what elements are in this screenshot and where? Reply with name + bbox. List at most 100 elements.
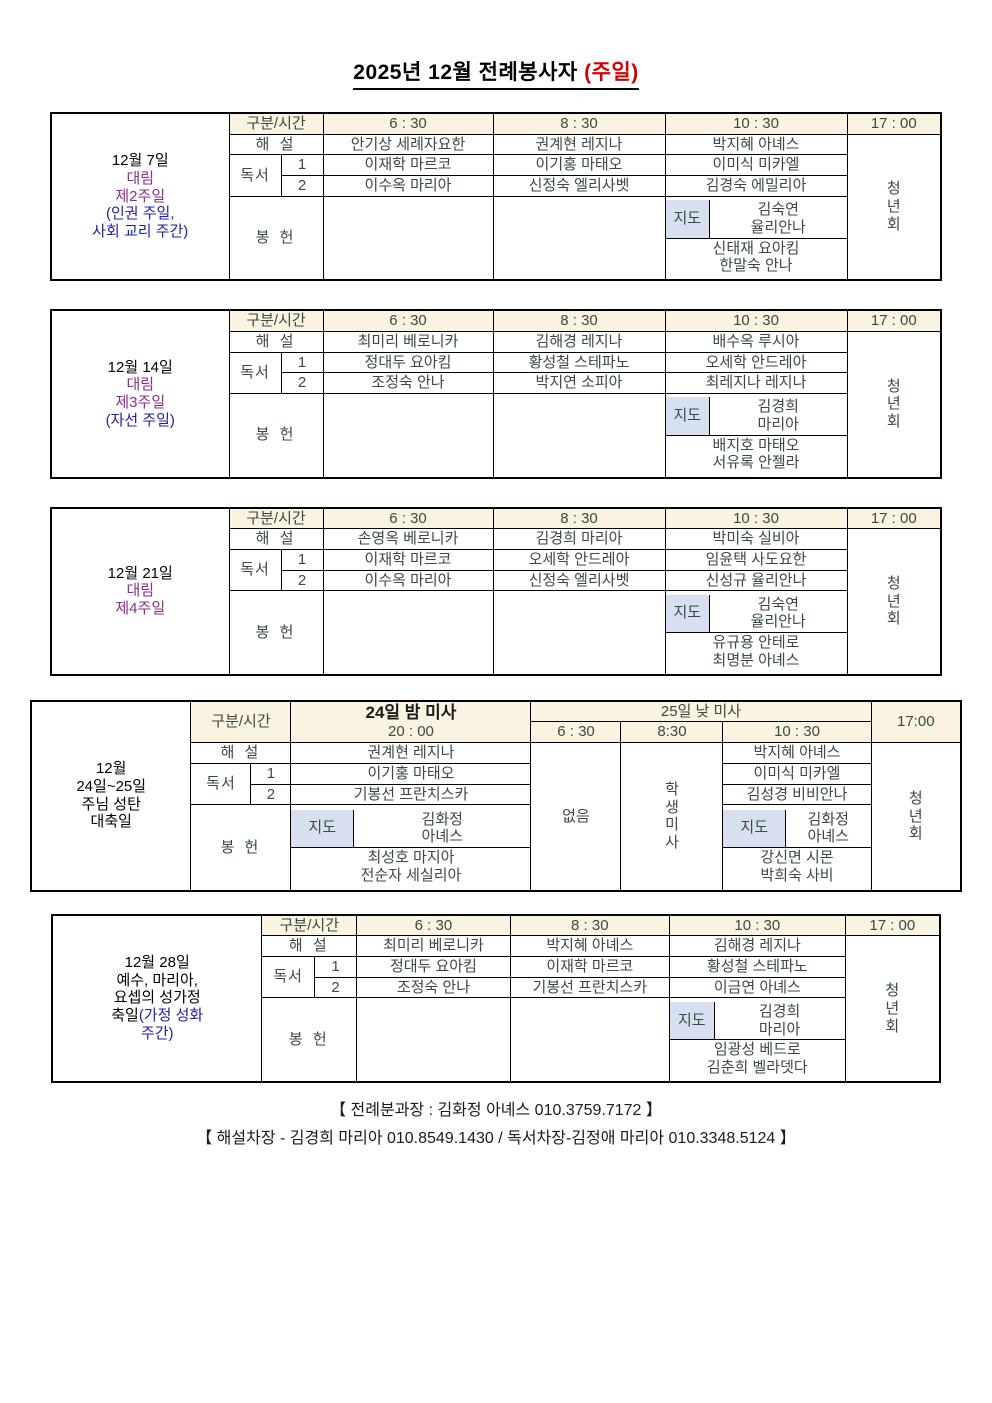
time-header-1700: 17 : 00	[844, 914, 941, 937]
day-line-4: (인권 주일,	[105, 205, 175, 223]
cell-reading1-830: 이재학 마르코	[509, 956, 671, 978]
table-row: 독서 1 이기홍 마태오 이미식 미카엘	[31, 762, 961, 806]
cell-offertory-extra-names: 유규용 안테로 최명분 아녜스	[666, 633, 846, 671]
student-line-3: 미	[665, 816, 679, 834]
cell-commentary-830: 김해경 레지나	[492, 330, 666, 353]
cell-offertory-630	[322, 393, 494, 478]
table-row: 봉 헌 지도 김숙연 율리안나 유규용 안테로	[51, 590, 941, 676]
cell-offertory-night-extra-names: 최성호 마지아 전순자 세실리아	[292, 847, 530, 885]
time-header-630: 6 : 30	[322, 506, 494, 530]
day-title-cell: 12월 24일~25일 주님 성탄 대축일	[30, 700, 192, 892]
row-label-offertory: 봉 헌	[228, 590, 324, 676]
column-header-label: 구분/시간	[228, 309, 324, 332]
cell-reading1-630: 정대두 요아킴	[322, 351, 494, 374]
guide-name-line-1: 김경희	[757, 398, 799, 416]
guide-name-line-2: 마리아	[758, 1020, 801, 1038]
cell-offertory-1030: 지도 김경희 마리아 임광성 베드로 김춘희 벨라뎃다	[669, 997, 846, 1083]
guide-name-line-2: 마리아	[757, 416, 799, 434]
day-line-2: 24일~25일	[76, 778, 147, 796]
time-header-1700: 17 : 00	[846, 506, 942, 530]
cell-commentary-1030: 김해경 레지나	[669, 935, 846, 958]
day-line-3: 제2주일	[115, 187, 166, 205]
youth-line-2: 년	[886, 592, 901, 610]
table-row: 해 설 권계현 레지나 없음 학 생 미 사 박지혜 아녜스 청 년 회	[31, 742, 962, 892]
cell-reading2-830: 신정숙 엘리사벳	[492, 569, 666, 592]
guide-name-line-1: 김화정	[421, 810, 463, 828]
reading-number-1: 1	[280, 351, 324, 374]
night-mass-title: 24일 밤 미사	[365, 703, 457, 723]
time-header-830: 8 : 30	[492, 506, 666, 530]
cell-offertory-guide-name: 김경희 마리아	[714, 1001, 845, 1041]
table-row: 12월 28일 예수, 마리아, 요셉의 성가정 축일(가정 성화 주간) 구분…	[51, 914, 941, 1083]
cell-reading2-630: 이수옥 마리아	[322, 569, 494, 592]
title-highlight: (주일)	[584, 61, 639, 84]
youth-line-2: 년	[886, 198, 901, 216]
cell-reading2-1030: 이금연 아녜스	[669, 976, 846, 999]
night-mass-header: 24일 밤 미사 20 : 00	[290, 700, 532, 744]
cell-reading2-1030: 김경숙 에밀리아	[664, 175, 848, 197]
reading-number-2: 2	[250, 783, 292, 806]
guide-label: 지도	[666, 397, 710, 436]
day-line-3: 제3주일	[115, 393, 166, 411]
cell-offertory-day-guide-name: 김화정 아녜스	[785, 809, 871, 848]
cell-reading2-1030: 김성경 비비안나	[722, 783, 872, 806]
day-line-2: 대림	[126, 376, 155, 394]
table-row: 봉 헌 지도 김화정 아녜스 최성호 마지아 전순자 세실리아	[31, 804, 961, 892]
time-header-830: 8:30	[620, 721, 724, 744]
guide-label: 지도	[666, 200, 710, 239]
youth-line-3: 회	[886, 413, 901, 431]
day-line-3: 요셉의 성가정	[113, 989, 201, 1007]
table-row: 해 설 최미리 베로니카 김해경 레지나 배수옥 루시아 청 년 회	[51, 330, 942, 479]
cell-offertory-night-guide-name: 김화정 아녜스	[353, 809, 530, 848]
cell-commentary-1030: 박미숙 실비아	[664, 528, 848, 550]
cell-commentary-630: 최미리 베로니카	[356, 935, 511, 958]
column-header-label: 구분/시간	[190, 700, 292, 744]
column-header-label: 구분/시간	[228, 506, 324, 530]
footer-line-2: 【 해설차장 - 김경희 마리아 010.8549.1430 / 독서차장-김정…	[196, 1129, 796, 1147]
cell-reading2-830: 기봉선 프란치스카	[509, 976, 671, 999]
time-header-1030: 10 : 30	[664, 309, 848, 332]
cell-reading1-630: 이재학 마르코	[322, 548, 494, 571]
guide-name-line-2: 율리안나	[750, 613, 806, 631]
offertory-extra-line-1: 임광성 베드로	[713, 1041, 801, 1059]
cell-reading1-830: 황성철 스테파노	[492, 351, 666, 374]
row-label-commentary: 해 설	[190, 742, 292, 764]
cell-reading2-630: 이수옥 마리아	[322, 175, 494, 197]
day-line-1: 12월 14일	[107, 358, 173, 376]
offertory-extra-line-1: 최성호 마지아	[367, 848, 455, 866]
cell-reading1-1030: 이미식 미카엘	[664, 154, 848, 177]
guide-name-line-2: 아녜스	[807, 828, 849, 846]
day-title-cell: 12월 21일 대림 제4주일	[50, 506, 230, 676]
day-line-2: 대림	[126, 582, 155, 600]
day-line-3: 주님 성탄	[81, 795, 141, 813]
time-header-630: 6 : 30	[356, 914, 511, 937]
guide-label: 지도	[291, 809, 354, 848]
cell-youth-group: 청 년 회	[846, 330, 942, 479]
reading-number-1: 1	[280, 548, 324, 571]
cell-reading1-1030: 이미식 미카엘	[722, 762, 872, 785]
night-mass-time: 20 : 00	[388, 723, 434, 741]
cell-reading2-630: 조정숙 안나	[322, 372, 494, 394]
schedule-block-dec21: 12월 21일 대림 제4주일 구분/시간 6 : 30 8 : 30 10 :…	[50, 506, 942, 676]
table-row: 독서 1 정대두 요아킴 황성철 스테파노 오세학 안드레아	[51, 351, 941, 395]
row-label-reading: 독서	[228, 351, 282, 395]
cell-youth-group: 청 년 회	[846, 528, 942, 676]
offertory-extra-line-1: 강신면 시몬	[760, 848, 834, 866]
cell-reading2-night: 기봉선 프란치스카	[290, 783, 532, 806]
reading-number-1: 1	[280, 154, 324, 177]
time-header-1030: 10 : 30	[669, 914, 846, 937]
day-mass-header: 25일 낮 미사	[530, 700, 872, 723]
row-label-reading: 독서	[190, 762, 252, 806]
time-header-830: 8 : 30	[509, 914, 671, 937]
day-line-3: 제4주일	[115, 599, 166, 617]
cell-offertory-extra-names: 배지호 마태오 서유록 안젤라	[666, 435, 846, 473]
footer-line-1: 【 전례분과장 : 김화정 아녜스 010.3759.7172 】	[330, 1101, 662, 1119]
cell-offertory-night: 지도 김화정 아녜스 최성호 마지아 전순자 세실리아	[290, 804, 532, 892]
cell-offertory-guide-name: 김숙연 율리안나	[709, 200, 846, 239]
column-header-label: 구분/시간	[228, 112, 324, 135]
cell-commentary-630: 안기상 세례자요한	[322, 133, 494, 156]
table-row: 12월 24일~25일 주님 성탄 대축일 구분/시간 24일 밤 미사 20 …	[30, 700, 962, 892]
time-header-1030: 10 : 30	[664, 112, 848, 135]
day-line-2: 예수, 마리아,	[116, 971, 198, 989]
time-header-1700: 17:00	[870, 700, 962, 744]
